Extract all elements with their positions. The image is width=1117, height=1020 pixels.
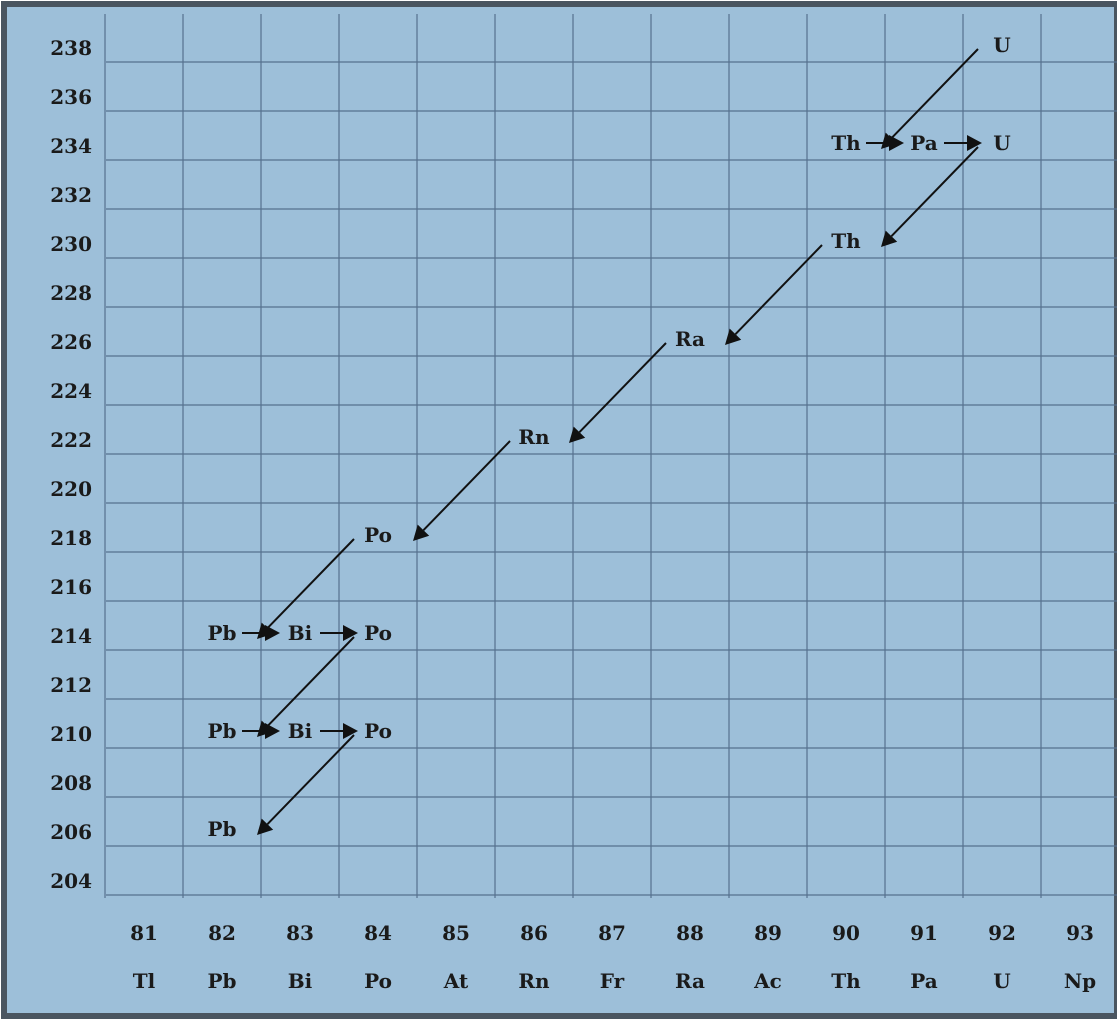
y-tick-label: 232: [50, 183, 92, 207]
x-tick-element-symbol: Rn: [518, 969, 550, 993]
nuclide-label: Th: [831, 131, 861, 155]
y-tick-label: 206: [50, 820, 92, 844]
x-tick-atomic-number: 83: [286, 921, 314, 945]
beta-decay-arrow: [944, 135, 982, 151]
x-tick-element-symbol: Th: [831, 969, 861, 993]
x-tick-atomic-number: 91: [910, 921, 938, 945]
x-tick-atomic-number: 85: [442, 921, 470, 945]
y-tick-label: 214: [50, 624, 92, 648]
y-tick-label: 236: [50, 85, 92, 109]
y-tick-label: 228: [50, 281, 92, 305]
x-tick-atomic-number: 82: [208, 921, 236, 945]
x-tick-element-symbol: Pb: [207, 969, 236, 993]
nuclide-label: Po: [364, 523, 392, 547]
x-tick-atomic-number: 93: [1066, 921, 1094, 945]
y-tick-label: 210: [50, 722, 92, 746]
nuclide-label: Po: [364, 719, 392, 743]
y-tick-label: 226: [50, 330, 92, 354]
alpha-decay-arrow: [725, 244, 823, 345]
x-tick-element-symbol: Ac: [753, 969, 782, 993]
x-tick-element-symbol: Bi: [288, 969, 313, 993]
x-tick-atomic-number: 90: [832, 921, 860, 945]
y-tick-label: 230: [50, 232, 92, 256]
y-tick-label: 216: [50, 575, 92, 599]
y-tick-label: 212: [50, 673, 92, 697]
beta-decay-arrows: [242, 135, 982, 739]
beta-decay-arrow: [866, 135, 904, 151]
y-tick-label: 234: [50, 134, 92, 158]
x-tick-atomic-number: 86: [520, 921, 548, 945]
alpha-decay-arrow: [257, 734, 355, 835]
x-axis-atomic-numbers: 81 82 83 84 85 86 87 88 89 90 91 92 93: [130, 921, 1094, 945]
x-tick-element-symbol: At: [443, 969, 469, 993]
x-axis-element-symbols: Tl Pb Bi Po At Rn Fr Ra Ac Th Pa U Np: [133, 969, 1096, 993]
x-tick-atomic-number: 92: [988, 921, 1016, 945]
nuclide-label: Bi: [288, 719, 313, 743]
nuclide-labels: U Th Pa U Th Ra Rn Po Pb Bi Po Pb Bi Po Pb: [207, 33, 1010, 841]
beta-decay-arrow: [320, 723, 358, 739]
x-tick-element-symbol: Pa: [910, 969, 938, 993]
nuclide-label: U: [993, 33, 1010, 57]
x-tick-element-symbol: Ra: [675, 969, 705, 993]
x-tick-atomic-number: 81: [130, 921, 158, 945]
beta-decay-arrow: [242, 625, 280, 641]
nuclide-label: U: [993, 131, 1010, 155]
x-tick-atomic-number: 87: [598, 921, 626, 945]
x-tick-element-symbol: Po: [364, 969, 392, 993]
alpha-decay-arrow: [413, 440, 511, 541]
y-tick-label: 238: [50, 36, 92, 60]
nuclide-label: Pb: [207, 719, 236, 743]
beta-decay-arrow: [320, 625, 358, 641]
nuclide-label: Bi: [288, 621, 313, 645]
y-axis-labels: 238 236 234 232 230 228 226 224 222 220 218 216 214 2…: [50, 36, 92, 893]
nuclide-label: Th: [831, 229, 861, 253]
y-tick-label: 218: [50, 526, 92, 550]
alpha-decay-arrow: [881, 146, 979, 247]
x-tick-element-symbol: U: [993, 969, 1010, 993]
x-tick-element-symbol: Tl: [133, 969, 156, 993]
x-tick-element-symbol: Np: [1064, 969, 1096, 993]
y-tick-label: 204: [50, 869, 92, 893]
x-tick-atomic-number: 84: [364, 921, 392, 945]
nuclide-label: Pa: [910, 131, 938, 155]
y-tick-label: 220: [50, 477, 92, 501]
y-tick-label: 222: [50, 428, 92, 452]
alpha-decay-arrow: [569, 342, 667, 443]
beta-decay-arrow: [242, 723, 280, 739]
y-tick-label: 224: [50, 379, 92, 403]
nuclide-label: Pb: [207, 817, 236, 841]
x-tick-atomic-number: 89: [754, 921, 782, 945]
horizontal-grid-lines: [106, 61, 1117, 896]
nuclide-label: Ra: [675, 327, 705, 351]
nuclide-label: Po: [364, 621, 392, 645]
x-tick-element-symbol: Fr: [600, 969, 625, 993]
y-tick-label: 208: [50, 771, 92, 795]
x-tick-atomic-number: 88: [676, 921, 704, 945]
nuclide-label: Rn: [518, 425, 550, 449]
nuclide-label: Pb: [207, 621, 236, 645]
